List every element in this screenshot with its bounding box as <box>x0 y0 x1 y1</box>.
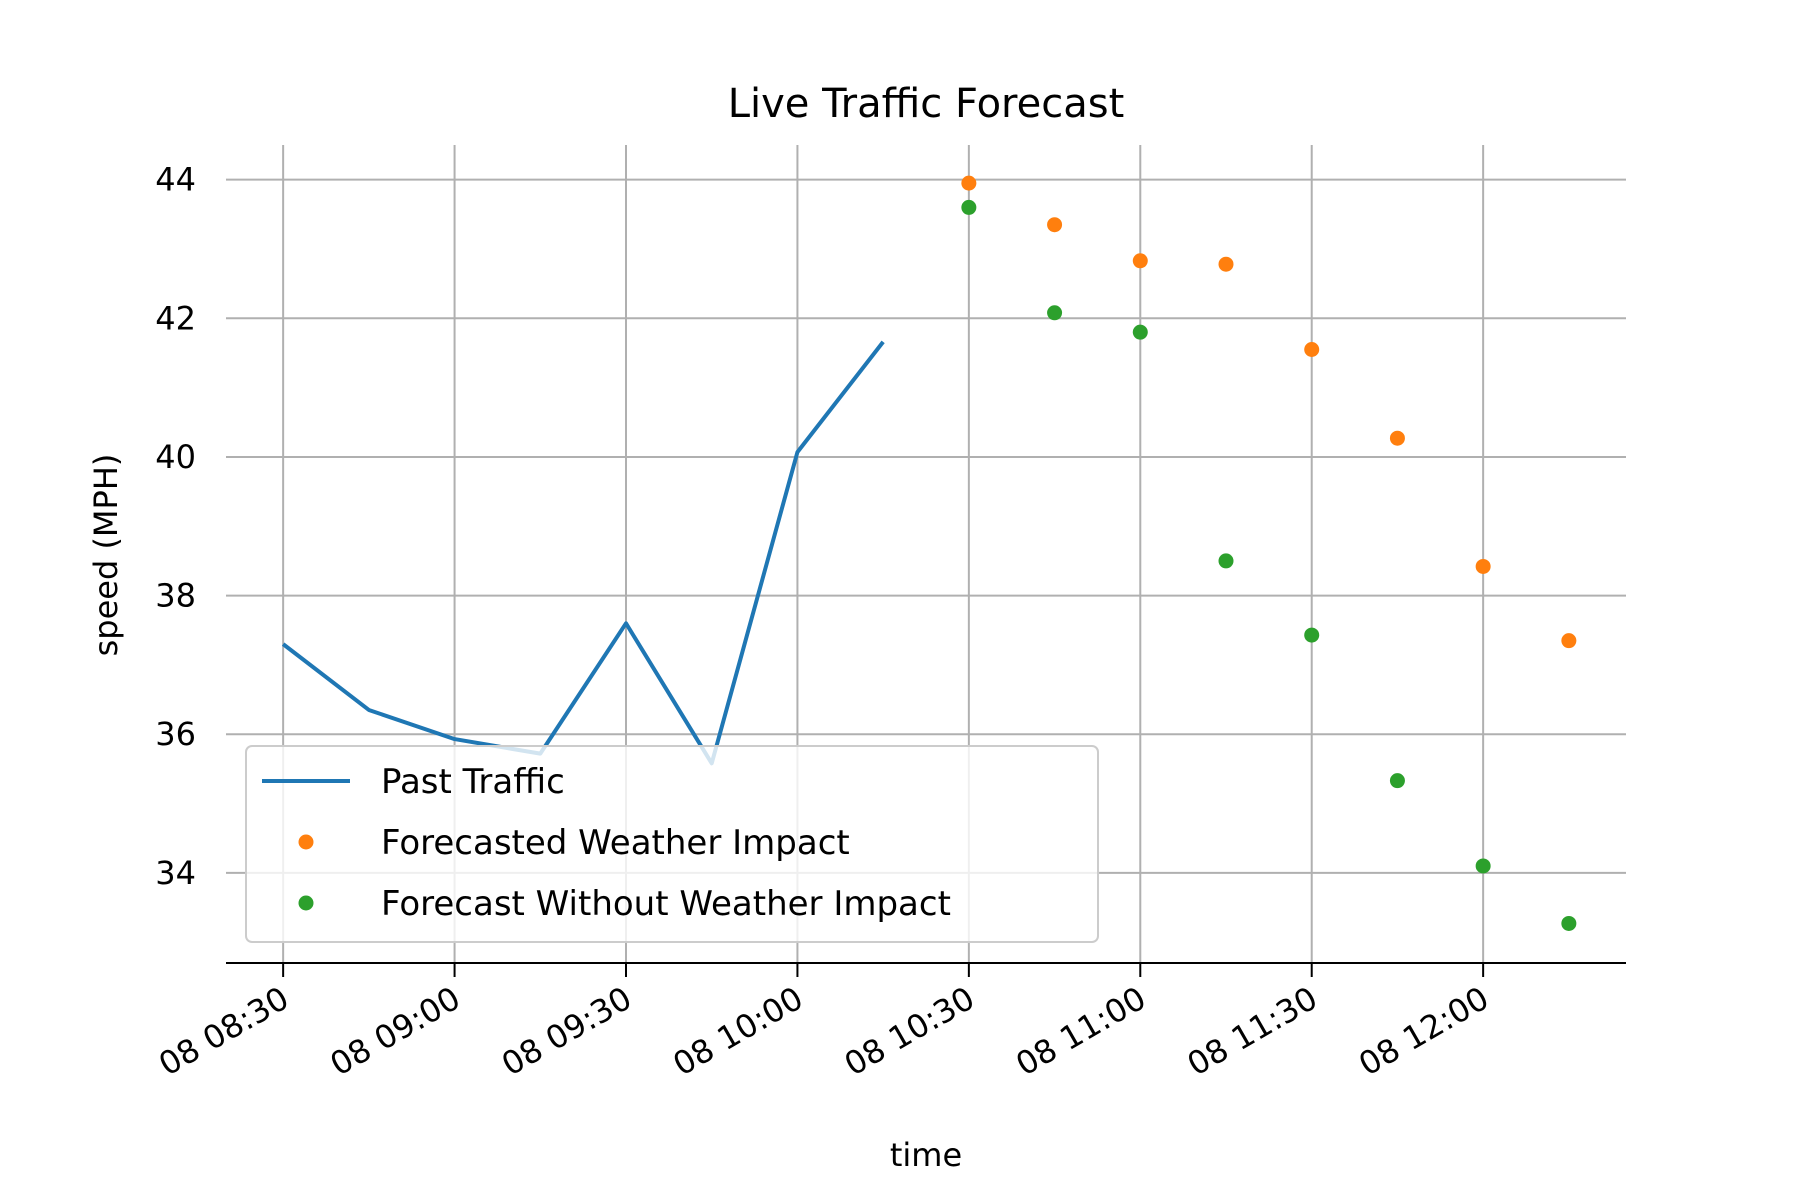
x-tick-label: 08 09:30 <box>495 979 638 1083</box>
y-tick-label: 44 <box>155 161 196 199</box>
legend-swatch-dot <box>298 834 314 850</box>
point-weather-impact <box>1132 253 1148 269</box>
point-without-weather-impact <box>1561 915 1577 931</box>
x-tick-label: 08 09:00 <box>324 979 467 1083</box>
point-without-weather-impact <box>1475 858 1491 874</box>
point-weather-impact <box>1475 558 1491 574</box>
point-weather-impact <box>1561 633 1577 649</box>
legend: Past Traffic Forecasted Weather Impact For… <box>245 745 1099 943</box>
point-weather-impact <box>1304 342 1320 357</box>
x-tick-label: 08 11:30 <box>1181 979 1324 1083</box>
x-tick-label: 08 11:00 <box>1009 979 1152 1083</box>
y-tick-label: 36 <box>155 715 196 753</box>
point-weather-impact <box>961 175 977 191</box>
axes: 34 36 38 40 42 44 08 08:30 08 09:00 08 09:30 08 1… <box>152 161 1626 1083</box>
y-tick-label: 34 <box>155 854 196 892</box>
legend-box <box>245 745 1099 943</box>
point-without-weather-impact <box>1218 553 1234 569</box>
point-without-weather-impact <box>1304 627 1320 643</box>
x-axis-label: time <box>890 1136 962 1174</box>
chart-title: Live Traffic Forecast <box>728 81 1125 127</box>
legend-swatch-dot <box>298 895 314 911</box>
point-weather-impact <box>1218 256 1234 272</box>
y-axis-label: speed (MPH) <box>87 454 125 657</box>
point-without-weather-impact <box>1389 773 1405 789</box>
y-tick-label: 42 <box>155 299 196 337</box>
legend-label: Forecasted Weather Impact <box>381 823 850 863</box>
plot-area <box>281 175 1577 931</box>
y-tick-label: 40 <box>155 438 196 476</box>
point-without-weather-impact <box>961 199 977 215</box>
point-without-weather-impact <box>1132 324 1148 340</box>
x-tick-label: 08 10:30 <box>838 979 981 1083</box>
x-tick-label: 08 08:30 <box>152 979 295 1083</box>
point-weather-impact <box>1389 430 1405 446</box>
x-tick-label: 08 12:00 <box>1352 979 1495 1083</box>
legend-label: Forecast Without Weather Impact <box>381 884 951 924</box>
point-without-weather-impact <box>1047 305 1063 321</box>
y-tick-label: 38 <box>155 577 196 615</box>
grid <box>226 145 1626 963</box>
point-weather-impact <box>1047 217 1063 233</box>
legend-label: Past Traffic <box>381 762 565 802</box>
x-tick-label: 08 10:00 <box>666 979 809 1083</box>
series-line-past-traffic <box>281 340 885 766</box>
